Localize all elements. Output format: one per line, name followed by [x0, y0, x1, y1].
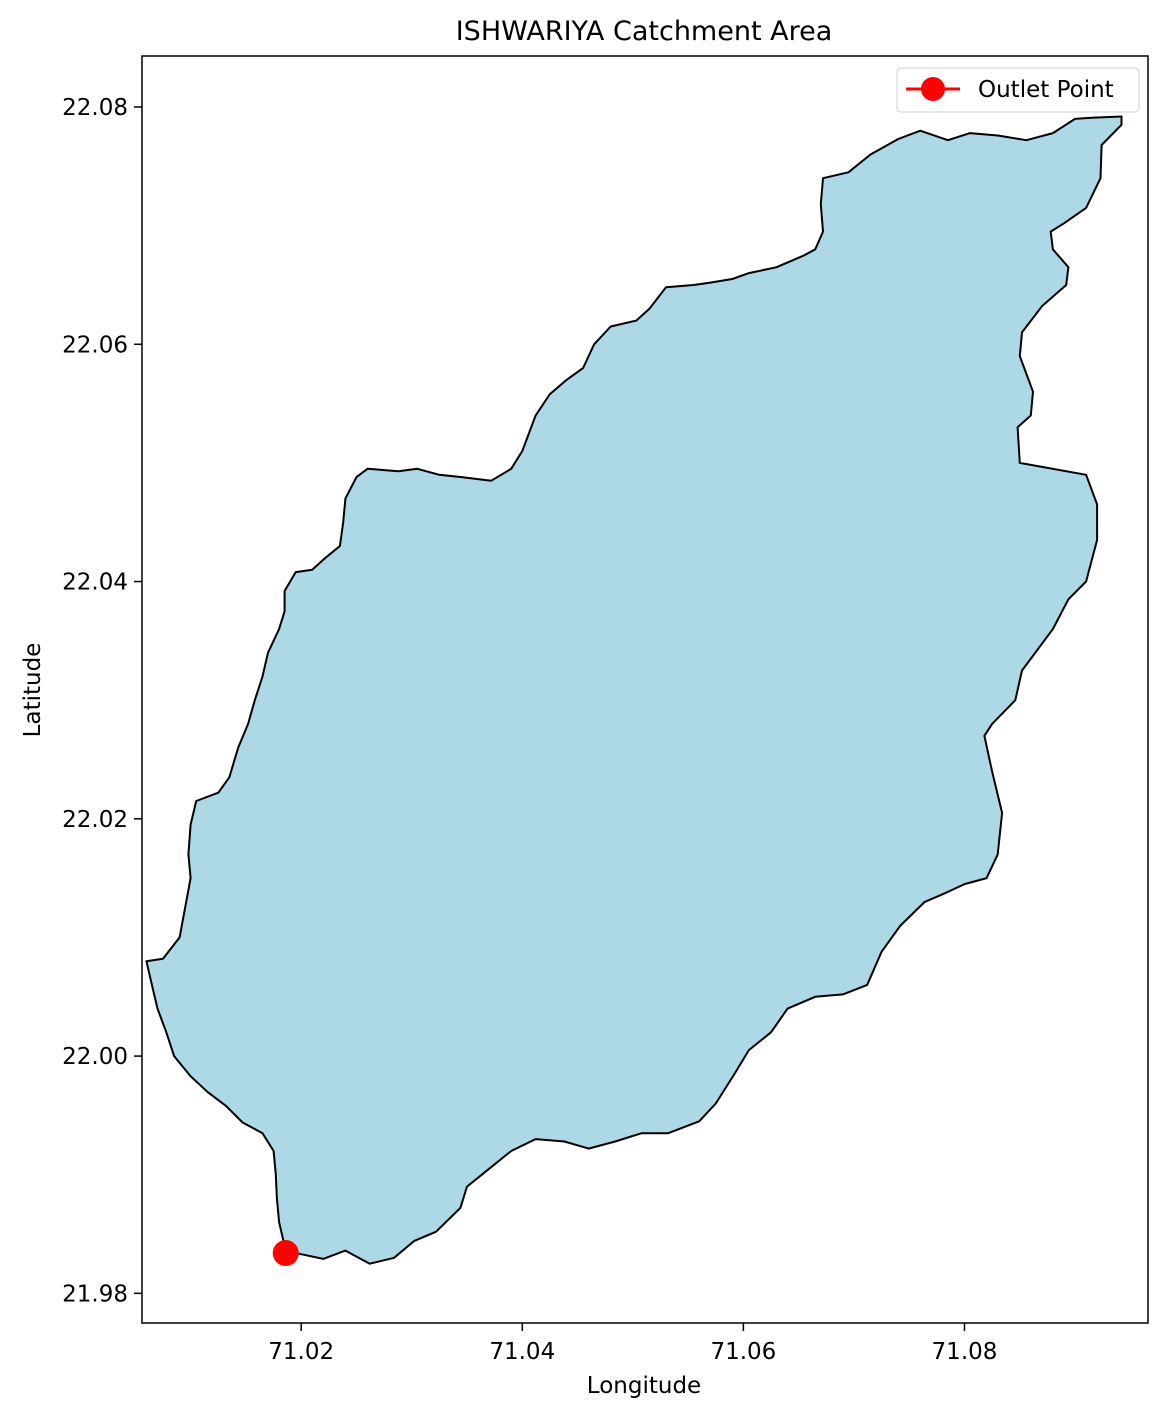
x-tick-label: 71.04 — [489, 1339, 555, 1365]
y-axis: 21.98 22.00 22.02 22.04 22.06 22.08 — [62, 95, 142, 1307]
legend-frame — [896, 67, 1140, 113]
x-tick-label: 71.08 — [932, 1339, 998, 1365]
plot-frame — [141, 55, 1149, 1324]
legend-outlet-label: Outlet Point — [978, 77, 1114, 103]
chart-title: ISHWARIYA Catchment Area — [456, 16, 833, 47]
y-tick-label: 22.08 — [62, 95, 128, 121]
legend: Outlet Point — [896, 67, 1140, 113]
y-tick-label: 22.04 — [62, 570, 128, 596]
y-tick-label: 22.06 — [62, 332, 128, 358]
x-axis-label: Longitude — [587, 1373, 701, 1399]
catchment-polygon — [145, 115, 1123, 1265]
y-axis-label: Latitude — [20, 643, 46, 738]
outlet-point-marker — [272, 1240, 299, 1267]
x-tick-label: 71.02 — [268, 1339, 334, 1365]
y-tick-label: 22.00 — [62, 1044, 128, 1070]
x-axis: 71.02 71.04 71.06 71.08 — [268, 1323, 997, 1365]
x-tick-label: 71.06 — [710, 1339, 776, 1365]
y-tick-label: 21.98 — [62, 1281, 128, 1307]
legend-outlet-marker — [921, 77, 945, 101]
y-tick-label: 22.02 — [62, 807, 128, 833]
